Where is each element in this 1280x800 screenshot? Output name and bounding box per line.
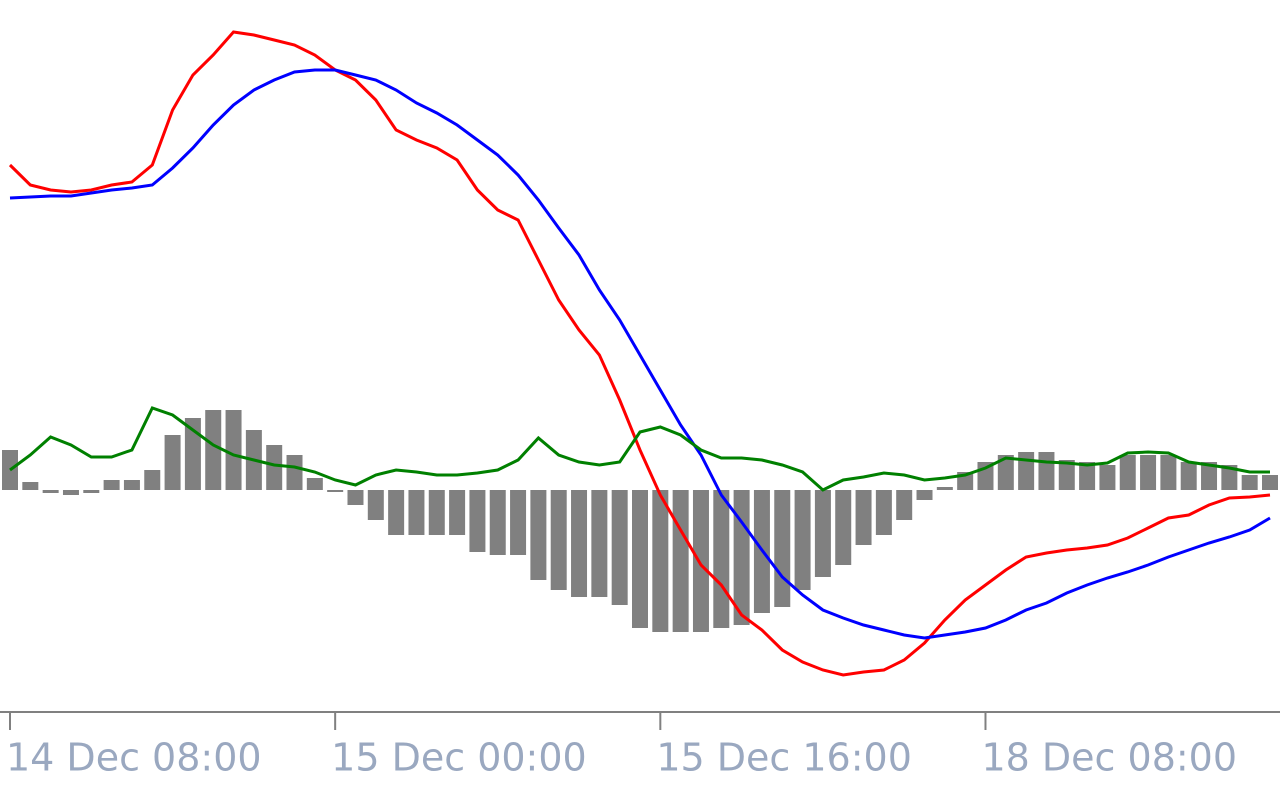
x-tick-label: 14 Dec 08:00 <box>6 736 262 780</box>
indicator-line <box>9 68 1271 640</box>
histogram-bar <box>692 490 709 632</box>
histogram-bar <box>184 418 201 490</box>
histogram-bar <box>225 410 242 490</box>
histogram-bar <box>550 490 567 590</box>
histogram-bar <box>408 490 425 535</box>
histogram-bar <box>1038 452 1055 490</box>
histogram-bar <box>997 455 1014 490</box>
histogram-bar <box>1180 462 1197 490</box>
histogram-bar <box>1058 460 1075 490</box>
histogram-bar <box>103 480 120 490</box>
histogram-bar <box>632 490 648 628</box>
histogram-bar <box>266 445 283 490</box>
x-tick-label: 18 Dec 08:00 <box>981 736 1237 780</box>
histogram-bar <box>144 470 161 490</box>
histogram-bar <box>1140 455 1157 490</box>
histogram-bar <box>530 490 547 580</box>
x-tick-label: 15 Dec 16:00 <box>656 736 912 780</box>
histogram-bar <box>123 480 140 490</box>
histogram-bar <box>327 490 344 492</box>
histogram-bar <box>611 490 628 605</box>
histogram-bar <box>672 490 689 632</box>
histogram-bar <box>1262 475 1278 490</box>
indicator-line <box>8 30 1271 677</box>
histogram-bar <box>733 490 750 625</box>
histogram-bar <box>794 490 811 590</box>
histogram-bar <box>164 435 181 490</box>
histogram-bar <box>205 410 222 490</box>
histogram-bar <box>286 455 303 490</box>
histogram-bar <box>571 490 588 597</box>
histogram-bar <box>916 490 933 500</box>
x-tick-label: 15 Dec 00:00 <box>331 736 587 780</box>
histogram-bar <box>896 490 913 520</box>
histogram-bar <box>42 490 59 493</box>
histogram-bar <box>936 487 953 490</box>
histogram-bar <box>428 490 445 535</box>
histogram-bar <box>388 490 405 535</box>
histogram-bar <box>1099 465 1116 490</box>
histogram-bar <box>449 490 466 535</box>
histogram-bar <box>1201 462 1218 490</box>
histogram-bar <box>774 490 791 607</box>
histogram-bar <box>510 490 527 555</box>
histogram-bar <box>1018 452 1035 490</box>
histogram-bar <box>875 490 892 535</box>
histogram-bar <box>83 490 100 493</box>
histogram-bar <box>1079 462 1096 490</box>
histogram-bar <box>1119 455 1136 490</box>
histogram-bar <box>22 482 39 490</box>
histogram-bar <box>1241 475 1258 490</box>
histogram-bar <box>855 490 872 545</box>
histogram-bar <box>306 478 323 490</box>
histogram-bar <box>489 490 506 555</box>
histogram-bar <box>713 490 730 628</box>
histogram-bar <box>62 490 79 495</box>
histogram-bar <box>835 490 852 565</box>
histogram-bar <box>1160 455 1177 490</box>
indicator-line <box>9 406 1270 492</box>
histogram-bar <box>367 490 384 520</box>
histogram-bar <box>591 490 608 597</box>
histogram-bar <box>469 490 486 552</box>
histogram-bar <box>814 490 831 577</box>
histogram-bar <box>347 490 364 505</box>
histogram-bar <box>1221 465 1238 490</box>
histogram-bar <box>652 490 669 632</box>
